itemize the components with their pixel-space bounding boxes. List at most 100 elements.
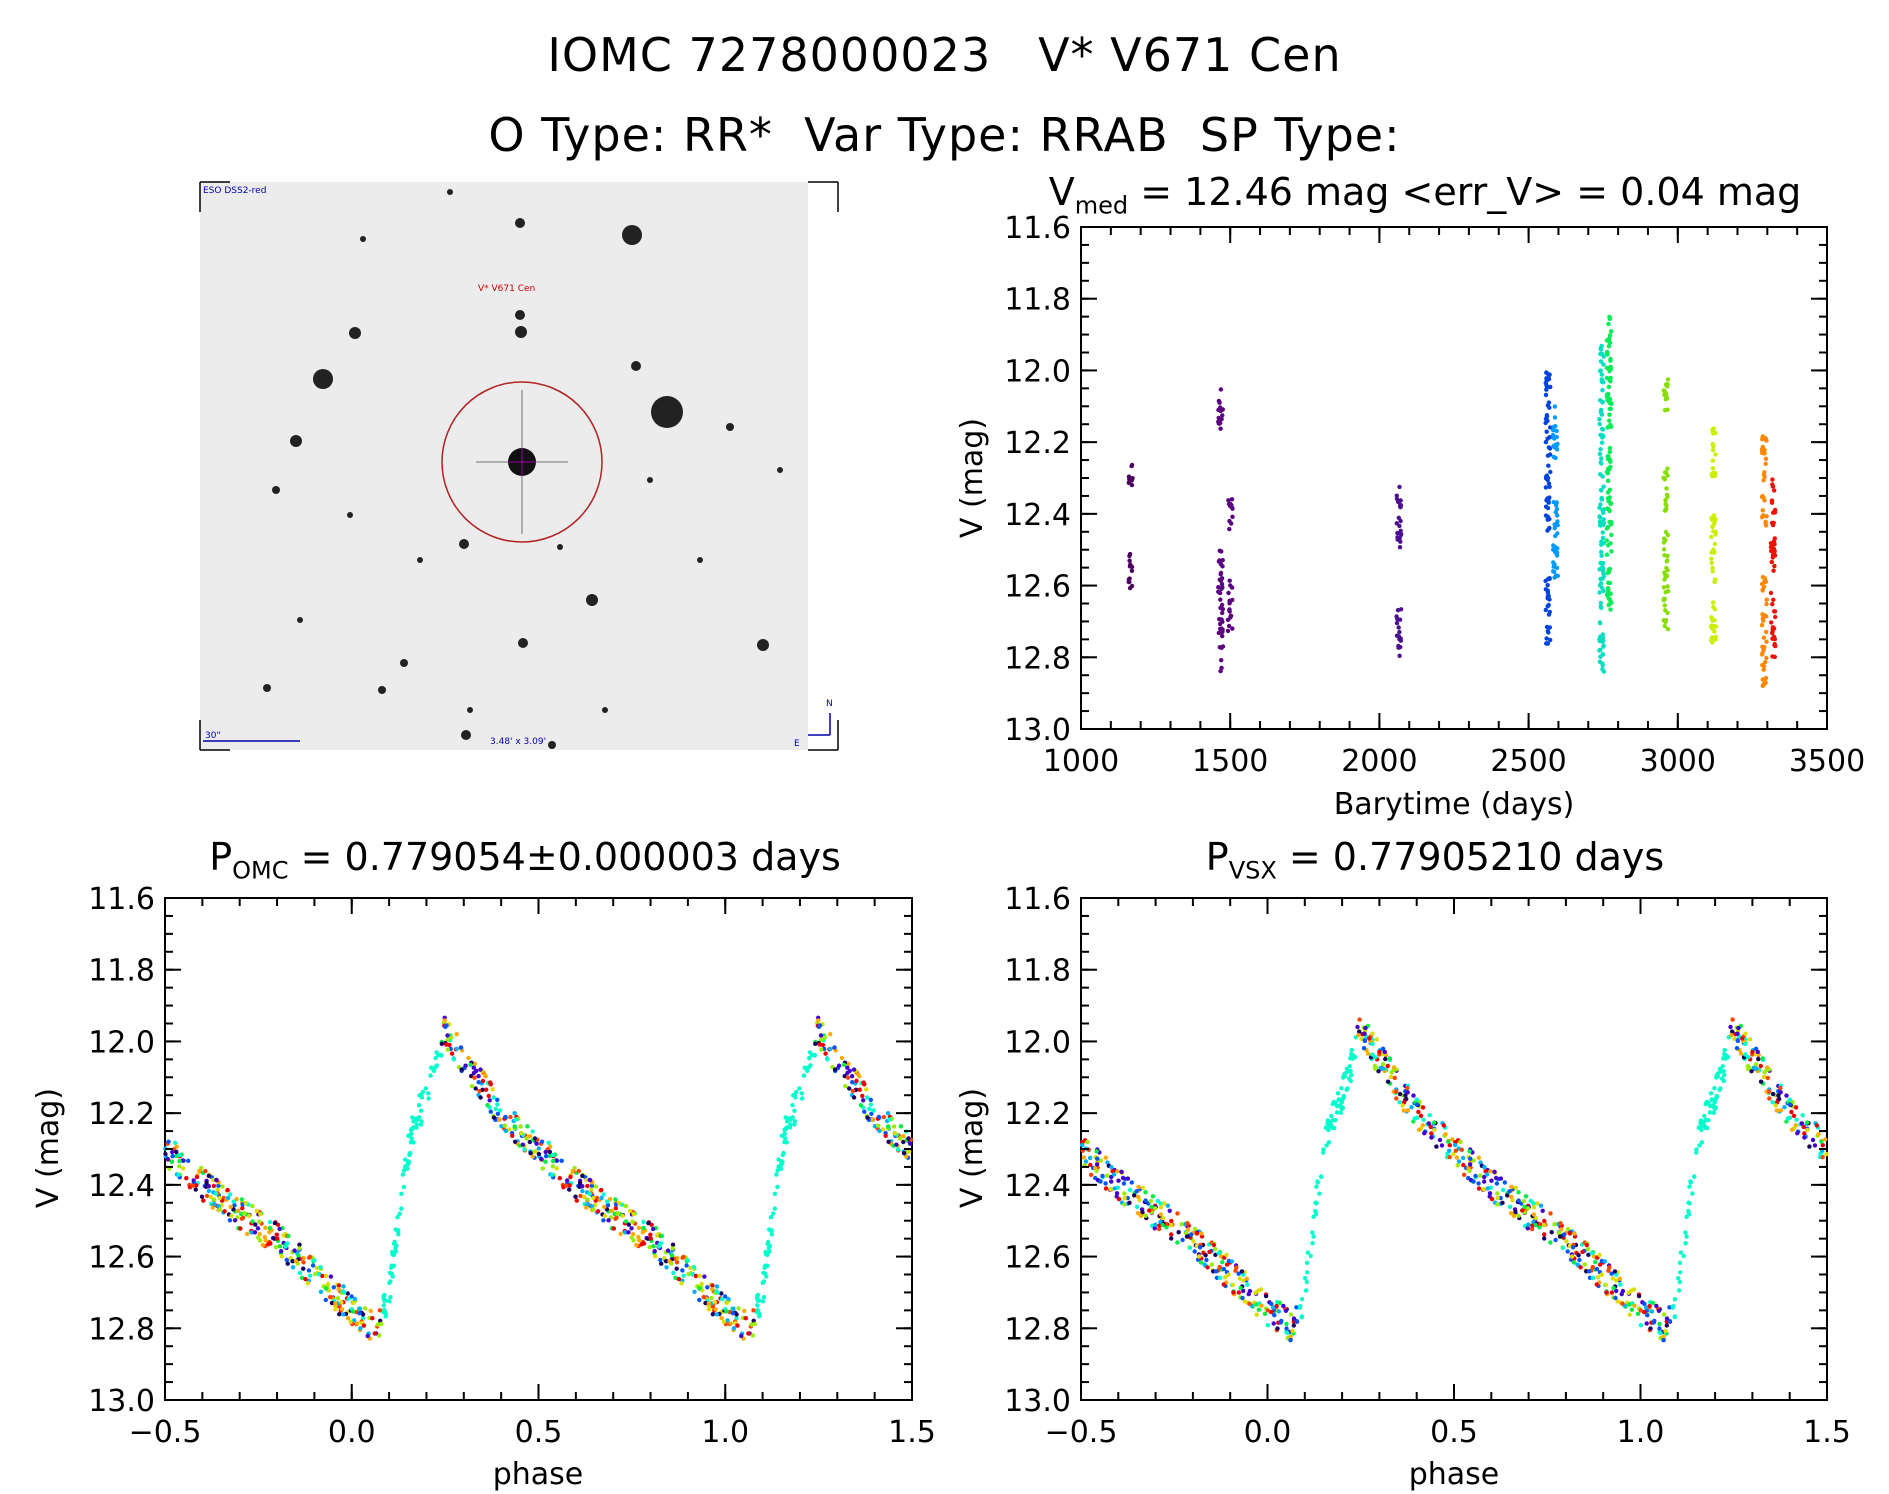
phase-point — [258, 1212, 263, 1217]
phase-point — [867, 1106, 872, 1112]
phase-point — [724, 1309, 729, 1314]
phase-point — [1485, 1186, 1490, 1191]
light-curve-point — [1663, 382, 1669, 387]
phase-vsx-x-axis-label: phase — [1409, 1457, 1500, 1492]
phase-point — [1397, 1091, 1403, 1097]
light-curve-point — [1604, 338, 1610, 343]
phase-point — [1735, 1031, 1740, 1036]
phase-point — [478, 1095, 483, 1100]
light-curve-point — [1394, 521, 1400, 526]
x-tick-label: 2000 — [1341, 744, 1417, 779]
phase-point — [731, 1306, 736, 1311]
phase-point — [1717, 1087, 1722, 1092]
phase-point — [601, 1192, 606, 1197]
phase-point — [1548, 1240, 1553, 1245]
phase-point — [763, 1263, 768, 1268]
phase-point — [263, 1225, 268, 1231]
light-curve-point — [1550, 432, 1556, 438]
phase-point — [1509, 1194, 1514, 1200]
light-curve-point — [1599, 461, 1604, 466]
phase-point — [1784, 1093, 1789, 1098]
light-curve-point — [1397, 629, 1402, 635]
phase-point — [1709, 1097, 1714, 1103]
phase-point — [1149, 1204, 1154, 1210]
phase-point — [1332, 1125, 1337, 1131]
phase-point — [706, 1301, 712, 1306]
phase-point — [1370, 1031, 1375, 1036]
phase-point — [1764, 1065, 1770, 1070]
light-curve-point — [1220, 610, 1225, 616]
phase-point — [1367, 1036, 1372, 1041]
phase-point — [871, 1108, 876, 1113]
phase-point — [1259, 1303, 1264, 1308]
light-curve-point — [1216, 559, 1222, 564]
phase-point — [272, 1220, 278, 1226]
phase-point — [507, 1127, 512, 1132]
phase-point — [860, 1093, 865, 1099]
phase-point — [565, 1178, 570, 1183]
phase-point — [851, 1095, 857, 1100]
phase-point — [881, 1114, 887, 1120]
phase-point — [772, 1191, 778, 1197]
phase-point — [613, 1206, 618, 1211]
phase-point — [1471, 1158, 1476, 1163]
light-curve-point — [1545, 528, 1550, 533]
phase-point — [1100, 1173, 1105, 1179]
light-curve-point — [1543, 392, 1549, 398]
phase-point — [418, 1122, 424, 1127]
phase-point — [216, 1204, 221, 1209]
light-curve-point — [1764, 601, 1769, 607]
phase-point — [232, 1203, 237, 1208]
phase-point — [410, 1115, 415, 1120]
phase-point — [1778, 1090, 1783, 1095]
phase-point — [1203, 1253, 1208, 1258]
phase-point — [1613, 1295, 1618, 1301]
phase-point — [303, 1276, 308, 1282]
y-tick-label: 11.6 — [1004, 882, 1071, 917]
phase-point — [1702, 1113, 1707, 1119]
phase-point — [530, 1129, 535, 1134]
light-curve-point — [1555, 573, 1561, 578]
phase-point — [1224, 1252, 1229, 1258]
phase-point — [1437, 1137, 1443, 1143]
phase-point — [1453, 1148, 1459, 1153]
phase-point — [377, 1308, 383, 1313]
light-curve-point — [1770, 477, 1775, 482]
phase-point — [674, 1260, 680, 1265]
light-curve-point — [1598, 347, 1604, 352]
phase-point — [1450, 1137, 1455, 1142]
phase-point — [684, 1263, 689, 1268]
phase-point — [1638, 1323, 1644, 1328]
phase-point — [802, 1065, 807, 1070]
phase-point — [670, 1242, 676, 1247]
phase-point — [1494, 1181, 1500, 1186]
phase-point — [1507, 1204, 1513, 1210]
phase-point — [1138, 1213, 1144, 1219]
phase-point — [614, 1215, 619, 1220]
phase-point — [490, 1087, 495, 1092]
phase-point — [1377, 1049, 1382, 1055]
light-curve-point — [1607, 495, 1612, 500]
light-curve-point — [1665, 610, 1670, 616]
phase-point — [1441, 1123, 1447, 1128]
phase-point — [685, 1258, 691, 1263]
phase-omc-title-sub: OMC — [232, 856, 289, 885]
light-curve-point — [1770, 552, 1776, 558]
phase-point — [1529, 1226, 1535, 1232]
phase-point — [841, 1062, 847, 1068]
phase-point — [825, 1057, 830, 1062]
phase-point — [1160, 1216, 1166, 1221]
light-curve-point — [1599, 426, 1605, 432]
light-curve-point — [1395, 616, 1400, 622]
light-curve-point — [1760, 652, 1765, 657]
finder-star — [515, 326, 527, 338]
x-tick-label: 0.0 — [328, 1415, 376, 1450]
light-curve-point — [1601, 510, 1606, 516]
phase-point — [801, 1073, 807, 1078]
phase-point — [1508, 1211, 1514, 1216]
phase-point — [1394, 1096, 1399, 1101]
light-curve-point — [1773, 614, 1778, 620]
phase-point — [485, 1103, 490, 1108]
phase-point — [476, 1080, 481, 1085]
phase-point — [584, 1177, 589, 1183]
